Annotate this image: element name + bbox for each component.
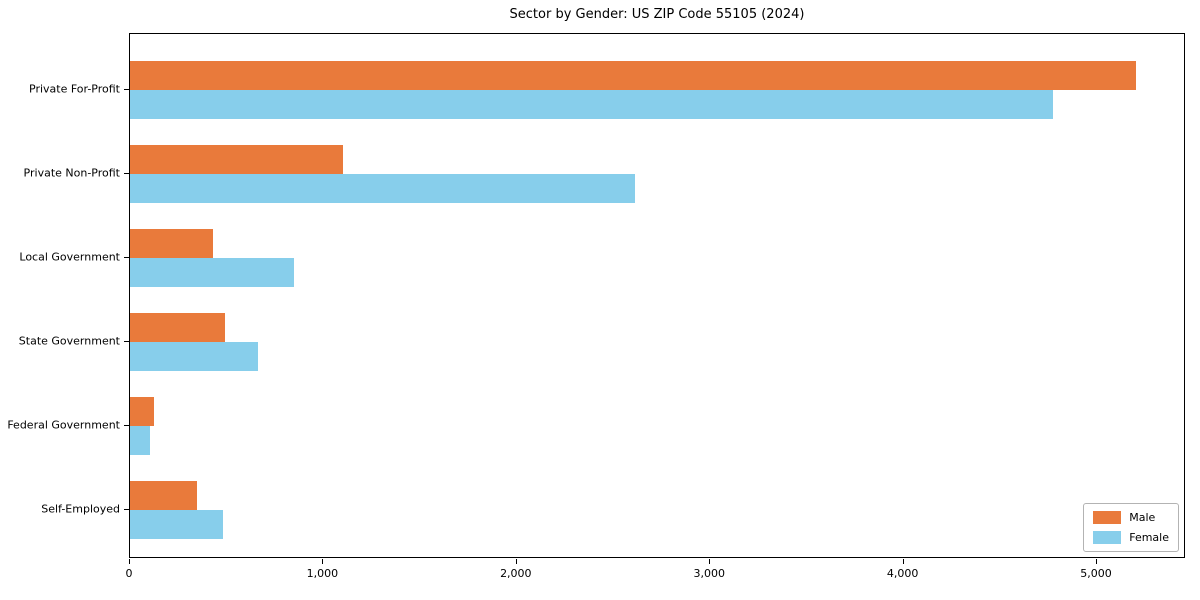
legend-item-male: Male [1093, 511, 1169, 524]
female-series-swatch-icon [1093, 531, 1122, 544]
bar-female [130, 341, 258, 371]
y-tick-mark [124, 424, 129, 426]
bar-female [130, 90, 1053, 119]
legend-item-female: Female [1093, 531, 1169, 544]
legend: Male Female [1083, 503, 1179, 552]
x-tick-label: 0 [125, 567, 133, 580]
legend-label-female: Female [1129, 531, 1169, 544]
bar-female [130, 509, 223, 539]
x-tick-mark [129, 559, 130, 564]
bar-male [130, 396, 155, 426]
y-tick-mark [124, 172, 129, 174]
x-tick-label: 3,000 [693, 567, 725, 580]
y-axis-label: Local Government [19, 250, 120, 264]
x-tick-mark [709, 559, 711, 564]
x-tick-label: 5,000 [1080, 567, 1112, 580]
y-axis-label: Private Non-Profit [23, 166, 120, 180]
x-tick-label: 1,000 [306, 567, 339, 580]
x-tick-label: 2,000 [500, 567, 532, 580]
y-tick-mark [124, 340, 129, 342]
chart-title: Sector by Gender: US ZIP Code 55105 (202… [509, 7, 805, 22]
bar-male [130, 61, 1136, 90]
plot-area: Male Female [129, 33, 1185, 558]
bar-female [130, 425, 151, 455]
bar-male [130, 480, 197, 510]
x-tick-mark [322, 559, 324, 564]
x-tick-mark [902, 559, 904, 564]
y-axis-label: Self-Employed [41, 502, 120, 515]
x-tick-mark [1096, 559, 1098, 564]
y-axis-label: Private For-Profit [29, 82, 120, 96]
bar-male [130, 312, 225, 342]
y-tick-mark [124, 256, 129, 258]
y-tick-mark [124, 508, 129, 510]
bar-male [130, 228, 214, 258]
legend-label-male: Male [1129, 511, 1156, 524]
male-series-swatch-icon [1093, 511, 1122, 524]
y-axis-label: Federal Government [7, 418, 120, 432]
y-axis-label: State Government [18, 334, 120, 348]
bar-female [130, 257, 295, 287]
y-tick-mark [124, 89, 129, 90]
x-tick-mark [515, 559, 517, 564]
x-tick-label: 4,000 [886, 567, 919, 580]
bar-male [130, 144, 343, 174]
bar-female [130, 173, 635, 203]
